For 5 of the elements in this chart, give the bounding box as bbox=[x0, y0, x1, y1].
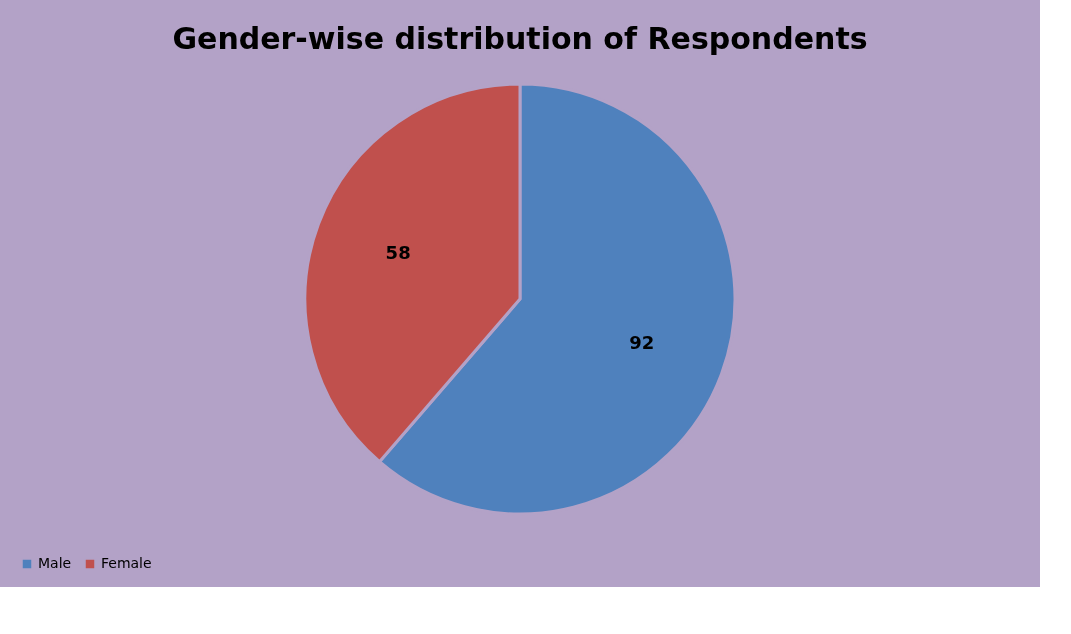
data-label: 92 bbox=[629, 332, 655, 354]
data-label: 58 bbox=[385, 241, 411, 263]
chart-title: Gender-wise distribution of Respondents bbox=[172, 21, 868, 56]
legend-label: Male bbox=[38, 555, 72, 571]
legend-label: Female bbox=[101, 555, 152, 571]
